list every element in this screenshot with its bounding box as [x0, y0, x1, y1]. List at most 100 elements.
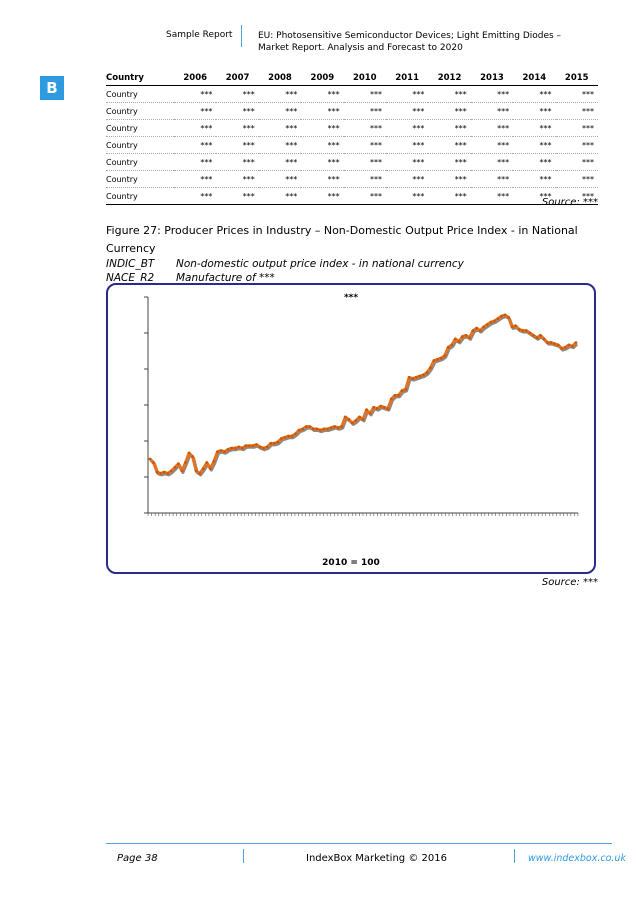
data-point	[255, 443, 258, 446]
data-point	[340, 425, 344, 428]
data-point	[315, 427, 319, 431]
data-point	[567, 343, 571, 347]
table-cell: ***	[216, 85, 259, 103]
table-cell: ***	[385, 153, 429, 171]
header-title-line1: EU: Photosensitive Semiconductor Devices…	[258, 31, 562, 41]
data-point	[233, 446, 237, 450]
data-point	[308, 425, 312, 428]
column-header-year: 2008	[258, 68, 302, 86]
column-header-year: 2007	[216, 68, 259, 86]
data-point	[365, 408, 368, 412]
data-point	[319, 428, 322, 432]
footer-website-link[interactable]: www.indexbox.co.uk	[528, 853, 626, 864]
data-point	[514, 324, 518, 328]
data-point	[333, 425, 336, 428]
table-cell: ***	[174, 102, 217, 120]
data-point	[177, 462, 180, 466]
table-cell: ***	[513, 119, 556, 137]
table-body: Country *** *** *** *** *** *** *** *** *** *** Cou…	[106, 85, 598, 205]
data-point	[443, 354, 447, 358]
table-cell: ***	[470, 187, 514, 205]
data-point	[272, 442, 276, 445]
table-cell: ***	[216, 170, 259, 188]
data-point	[574, 341, 578, 344]
meta-value: Non-domestic output price index - in nat…	[176, 258, 464, 270]
data-point	[166, 472, 170, 475]
table-cell: ***	[385, 187, 429, 205]
header-divider	[241, 25, 242, 47]
data-point	[237, 445, 241, 449]
meta-key: NACE_R2	[106, 272, 155, 284]
column-header-year: 2013	[470, 68, 514, 86]
data-point	[439, 356, 443, 360]
table-cell: ***	[216, 136, 259, 154]
data-point	[404, 388, 407, 391]
row-label: Country	[106, 85, 175, 103]
data-point	[240, 446, 244, 450]
data-point	[453, 337, 457, 341]
data-point	[457, 340, 461, 343]
column-header-year: 2010	[343, 68, 386, 86]
table-cell: ***	[216, 102, 259, 120]
table-row: Country *** *** *** *** *** *** *** *** *** ***	[106, 85, 598, 103]
chart-title: ***	[343, 293, 359, 303]
data-point	[304, 425, 308, 428]
column-header-year: 2006	[174, 68, 217, 86]
data-point	[461, 335, 464, 338]
table-cell: ***	[258, 119, 302, 137]
table-row: Country *** *** *** *** *** *** *** *** *** ***	[106, 187, 598, 205]
footer-divider	[106, 843, 612, 844]
data-point	[500, 314, 503, 318]
data-point	[414, 376, 418, 379]
table-cell: ***	[301, 136, 344, 154]
data-point	[322, 427, 326, 431]
data-point	[411, 377, 415, 380]
figure-meta: INDIC_BT Non-domestic output price index …	[106, 257, 464, 285]
table-cell: ***	[428, 119, 471, 137]
data-point	[510, 325, 514, 329]
data-point	[297, 428, 301, 432]
table-cell: ***	[555, 187, 598, 205]
table-cell: ***	[301, 170, 344, 188]
table-cell: ***	[174, 119, 217, 137]
table-cell: ***	[470, 102, 514, 120]
data-point	[180, 469, 184, 473]
data-point	[539, 334, 542, 337]
data-point	[287, 434, 290, 438]
data-point	[169, 469, 173, 473]
table-cell: ***	[555, 136, 598, 154]
data-point	[216, 450, 219, 454]
data-point	[521, 329, 525, 332]
data-point	[354, 419, 358, 422]
data-point	[251, 444, 255, 448]
data-point	[258, 445, 262, 449]
data-point	[517, 328, 521, 331]
data-point	[390, 397, 393, 401]
data-point	[571, 344, 574, 348]
table-cell: ***	[343, 136, 386, 154]
table-cell: ***	[513, 102, 556, 120]
data-point	[386, 407, 390, 410]
table-cell: ***	[174, 187, 217, 205]
table-cell: ***	[301, 102, 344, 120]
data-point	[524, 329, 528, 332]
data-point	[425, 371, 429, 374]
data-point	[393, 394, 397, 397]
meta-key: INDIC_BT	[106, 258, 155, 270]
table-row: Country *** *** *** *** *** *** *** *** *** ***	[106, 136, 598, 154]
table-cell: ***	[428, 187, 471, 205]
table-cell: ***	[555, 85, 598, 103]
figure-title: Figure 27: Producer Prices in Industry –…	[106, 224, 578, 255]
data-point	[336, 426, 340, 430]
table-cell: ***	[385, 85, 429, 103]
data-point	[194, 469, 198, 473]
table-cell: ***	[258, 85, 302, 103]
table-cell: ***	[343, 85, 386, 103]
table-row: Country *** *** *** *** *** *** *** *** *** ***	[106, 102, 598, 120]
table-cell: ***	[343, 153, 386, 171]
data-point	[418, 374, 422, 378]
data-point	[191, 455, 194, 458]
table-cell: ***	[470, 136, 514, 154]
data-point	[400, 389, 404, 392]
table-cell: ***	[343, 170, 386, 188]
